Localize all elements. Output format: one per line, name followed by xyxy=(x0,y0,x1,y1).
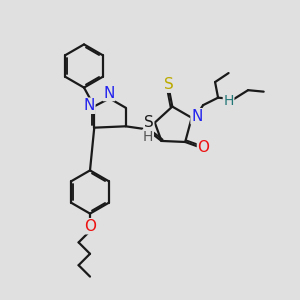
Text: H: H xyxy=(143,130,153,144)
Text: N: N xyxy=(83,98,95,113)
Text: N: N xyxy=(191,109,202,124)
Text: S: S xyxy=(164,77,174,92)
Text: S: S xyxy=(144,115,154,130)
Text: O: O xyxy=(84,219,96,234)
Text: O: O xyxy=(197,140,209,155)
Text: N: N xyxy=(103,85,115,100)
Text: H: H xyxy=(224,94,234,108)
